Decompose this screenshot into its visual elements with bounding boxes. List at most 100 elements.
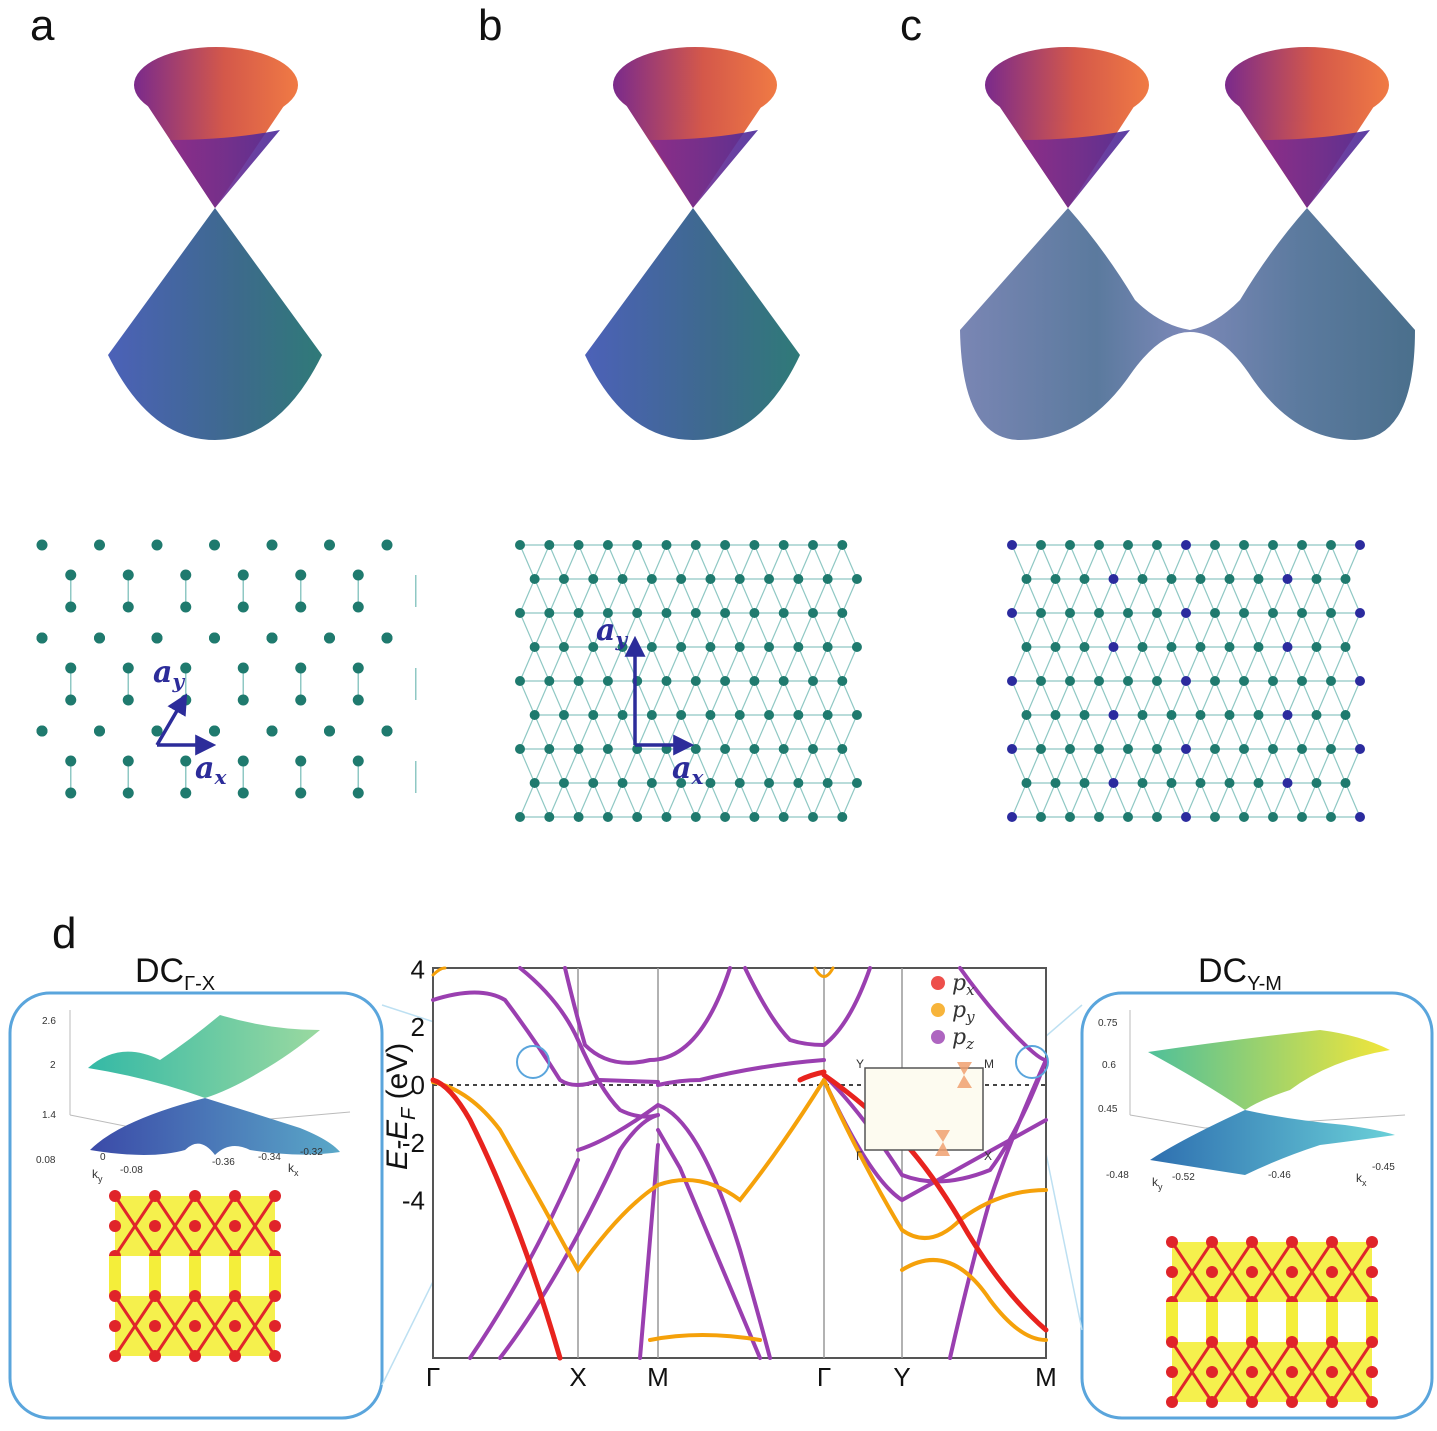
ax-sub-b: x — [690, 765, 704, 789]
atom-alt — [1181, 540, 1191, 550]
atom — [632, 540, 643, 550]
atom — [573, 540, 584, 550]
atom — [764, 710, 775, 720]
atom — [151, 632, 163, 644]
atom — [851, 574, 862, 584]
atom — [324, 632, 335, 644]
atom — [529, 574, 540, 584]
atom — [295, 694, 307, 706]
atom — [1253, 778, 1264, 788]
atom — [793, 778, 804, 788]
atom — [734, 710, 745, 720]
svg-text:ay: ay — [596, 613, 628, 651]
atom-red — [149, 1220, 161, 1232]
atom — [676, 642, 687, 652]
lattice-vectors-b: ay ax — [596, 613, 704, 789]
svg-text:DCΓ-X: DCΓ-X — [135, 952, 215, 995]
atom — [558, 574, 569, 584]
atom — [778, 608, 789, 618]
svg-text:DCY-M: DCY-M — [1198, 952, 1282, 995]
honeycomb-lattice-a — [36, 539, 417, 799]
atom — [837, 744, 848, 754]
atom — [764, 778, 775, 788]
atom — [720, 744, 731, 754]
atom — [1195, 710, 1206, 720]
dc-left-kx: k — [288, 1161, 295, 1175]
atom — [1297, 540, 1307, 550]
svg-text:kx: kx — [1356, 1171, 1367, 1188]
atom — [1340, 642, 1351, 652]
atom — [676, 778, 687, 788]
atom — [734, 778, 745, 788]
svg-text:Γ: Γ — [856, 1149, 863, 1163]
atom — [1253, 574, 1264, 584]
link — [1286, 1302, 1298, 1342]
atom — [646, 574, 657, 584]
atom — [1050, 642, 1061, 652]
atom — [822, 710, 833, 720]
atom — [690, 608, 701, 618]
atom-alt — [1355, 540, 1365, 550]
atom — [36, 725, 48, 737]
atom — [632, 812, 643, 822]
atom-red — [269, 1320, 281, 1332]
k-point-label: M — [647, 1362, 669, 1392]
ax-label: a — [195, 751, 214, 786]
atom — [122, 755, 134, 767]
atom — [851, 642, 862, 652]
atom-red — [149, 1320, 161, 1332]
atom — [588, 574, 599, 584]
atom — [151, 539, 163, 551]
y-tick-label: -4 — [402, 1186, 425, 1216]
atom — [1094, 744, 1104, 754]
atom — [602, 676, 613, 686]
dc-right-kx-sub: x — [1362, 1178, 1367, 1188]
atom — [381, 725, 393, 737]
atom — [1311, 710, 1322, 720]
atom — [808, 608, 818, 618]
atom — [295, 662, 307, 674]
dc-left-x-tick-0: 0.08 — [36, 1155, 56, 1166]
dirac-cone-a — [108, 47, 322, 440]
atom — [1137, 778, 1148, 788]
link — [149, 1256, 161, 1296]
ax-label-b: a — [672, 751, 691, 786]
atom — [1326, 540, 1336, 550]
dc-left-sub: Γ-X — [184, 973, 215, 995]
atom — [573, 608, 584, 618]
atom — [851, 778, 862, 788]
atom — [237, 662, 249, 674]
atom — [588, 778, 599, 788]
atom — [1152, 744, 1162, 754]
atom — [266, 632, 278, 644]
atom-red — [269, 1220, 281, 1232]
atom — [1094, 540, 1104, 550]
atom — [1210, 812, 1220, 822]
atom-red — [229, 1320, 241, 1332]
atom — [1166, 710, 1177, 720]
dirac-cone-b — [585, 47, 800, 440]
link — [269, 1256, 281, 1296]
atom — [1224, 710, 1235, 720]
atom — [1340, 778, 1351, 788]
svg-text:px: px — [952, 971, 975, 999]
atom — [122, 694, 134, 706]
dc-right-x-tick-1: -0.52 — [1172, 1172, 1195, 1183]
link — [1206, 1302, 1218, 1342]
atom — [209, 632, 220, 644]
atom — [1079, 574, 1090, 584]
atom — [1195, 778, 1206, 788]
atom-alt — [1007, 608, 1017, 618]
atom-red — [229, 1220, 241, 1232]
atom — [646, 710, 657, 720]
atom — [851, 710, 862, 720]
band-curve — [821, 1072, 1049, 1333]
atom — [602, 744, 613, 754]
atom — [837, 540, 848, 550]
atom — [720, 608, 731, 618]
atom — [808, 676, 818, 686]
atom — [749, 676, 760, 686]
atom — [1094, 812, 1104, 822]
atom — [646, 778, 657, 788]
atom — [180, 601, 192, 613]
